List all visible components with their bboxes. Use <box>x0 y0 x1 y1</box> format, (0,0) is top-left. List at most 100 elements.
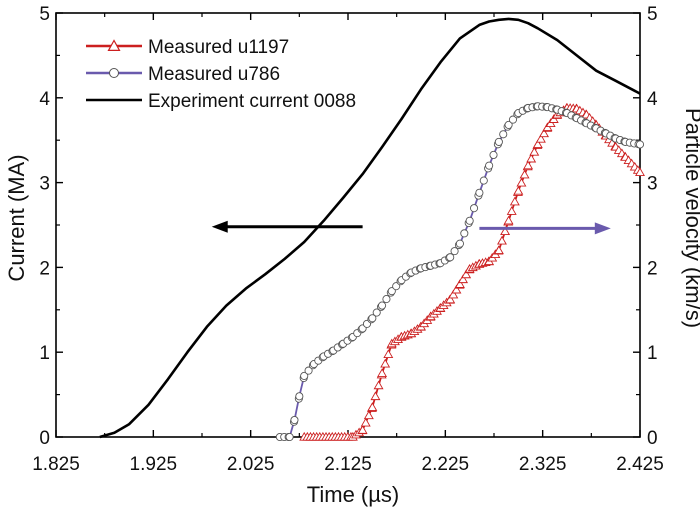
x-tick-label: 2.025 <box>227 454 275 475</box>
data-point <box>535 133 546 143</box>
y-left-tick-label: 3 <box>39 174 50 195</box>
data-point <box>392 282 401 291</box>
axes: 1.825 1.925 2.025 2.125 2.225 2.325 2.425 0 1 2 3 4… <box>32 4 664 475</box>
data-point <box>300 371 309 380</box>
series-current-0088 <box>99 17 641 439</box>
data-point <box>503 215 514 225</box>
data-point <box>380 358 391 368</box>
data-point <box>360 417 371 427</box>
data-point <box>448 289 459 299</box>
legend-label: Measured u786 <box>148 64 280 85</box>
data-point <box>529 146 540 156</box>
legend: Measured u1197 Measured u786 Experiment cu… <box>86 37 356 112</box>
x-tick-label: 2.225 <box>422 454 470 475</box>
data-point <box>383 349 394 359</box>
data-point <box>508 115 518 124</box>
data-point <box>450 247 459 256</box>
y-right-tick-label: 4 <box>647 89 658 110</box>
data-point <box>513 185 524 195</box>
data-point <box>458 274 469 284</box>
data-point <box>519 169 530 179</box>
series-u1197 <box>299 102 645 441</box>
data-point <box>500 226 511 236</box>
y-right-tick-label: 1 <box>647 343 658 364</box>
legend-marker <box>109 68 119 78</box>
data-point <box>460 229 469 238</box>
data-point <box>499 130 508 139</box>
data-point <box>479 176 488 185</box>
velocity-axis-arrow <box>479 222 611 235</box>
series-line <box>99 17 641 439</box>
data-point <box>446 253 455 262</box>
plot-frame <box>55 12 641 438</box>
data-point <box>372 308 381 317</box>
data-point <box>461 269 472 279</box>
data-point <box>295 392 304 401</box>
data-point <box>523 160 534 170</box>
data-point <box>635 167 645 177</box>
data-point <box>469 204 479 213</box>
data-point <box>285 432 294 442</box>
x-tick-label: 1.925 <box>130 454 178 475</box>
data-point <box>485 161 494 170</box>
data-point <box>454 279 465 288</box>
y-right-tick-label: 3 <box>647 174 658 195</box>
y-axis-left-label: Current (MA) <box>4 154 29 281</box>
data-point <box>455 239 464 248</box>
data-point <box>493 245 504 255</box>
data-point <box>539 128 550 138</box>
data-point <box>504 120 513 129</box>
legend-label: Measured u1197 <box>148 37 289 58</box>
x-tick-label: 2.325 <box>519 454 567 475</box>
arrow-head <box>594 222 611 235</box>
data-point <box>373 380 384 390</box>
legend-item: Measured u786 <box>86 64 280 85</box>
data-point <box>489 150 498 160</box>
annotations <box>211 220 611 235</box>
data-point <box>370 391 381 401</box>
data-point <box>509 196 520 206</box>
legend-label: Experiment current 0088 <box>148 91 356 112</box>
y-left-tick-label: 2 <box>39 258 50 279</box>
y-right-tick-label: 0 <box>647 428 658 449</box>
data-point <box>475 188 484 197</box>
data-point <box>363 410 374 420</box>
data-point <box>451 284 462 294</box>
data-point <box>494 137 503 146</box>
data-point <box>445 294 456 304</box>
x-tick-label: 1.825 <box>32 454 80 475</box>
data-point <box>532 139 543 149</box>
y-left-tick-label: 4 <box>39 89 50 110</box>
data-point <box>497 235 507 245</box>
data-point <box>526 153 537 163</box>
y-right-tick-label: 5 <box>647 4 658 25</box>
data-point <box>635 140 645 149</box>
series-line <box>279 105 641 438</box>
x-axis-label: Time (µs) <box>307 482 400 507</box>
data-point <box>378 301 387 310</box>
y-axis-right-label: Particle velocity (km/s) <box>681 108 700 328</box>
data-point <box>377 368 388 377</box>
y-left-tick-label: 0 <box>39 428 50 449</box>
current-axis-arrow <box>211 220 363 233</box>
legend-marker <box>107 39 121 52</box>
series-u786 <box>275 102 645 442</box>
x-tick-label: 2.425 <box>616 454 664 475</box>
data-point <box>516 177 527 187</box>
data-point <box>304 366 313 375</box>
x-tick-label: 2.125 <box>324 454 372 475</box>
data-point <box>465 216 474 225</box>
data-point <box>367 402 378 411</box>
data-point <box>506 206 517 215</box>
data-point <box>368 314 377 323</box>
data-point <box>357 425 368 434</box>
arrow-head <box>211 220 228 233</box>
y-right-tick-label: 2 <box>647 258 658 279</box>
legend-item: Experiment current 0088 <box>86 91 356 112</box>
data-point <box>387 287 396 296</box>
y-left-tick-label: 1 <box>39 343 50 364</box>
data-point <box>290 415 299 425</box>
data-point <box>382 295 391 304</box>
